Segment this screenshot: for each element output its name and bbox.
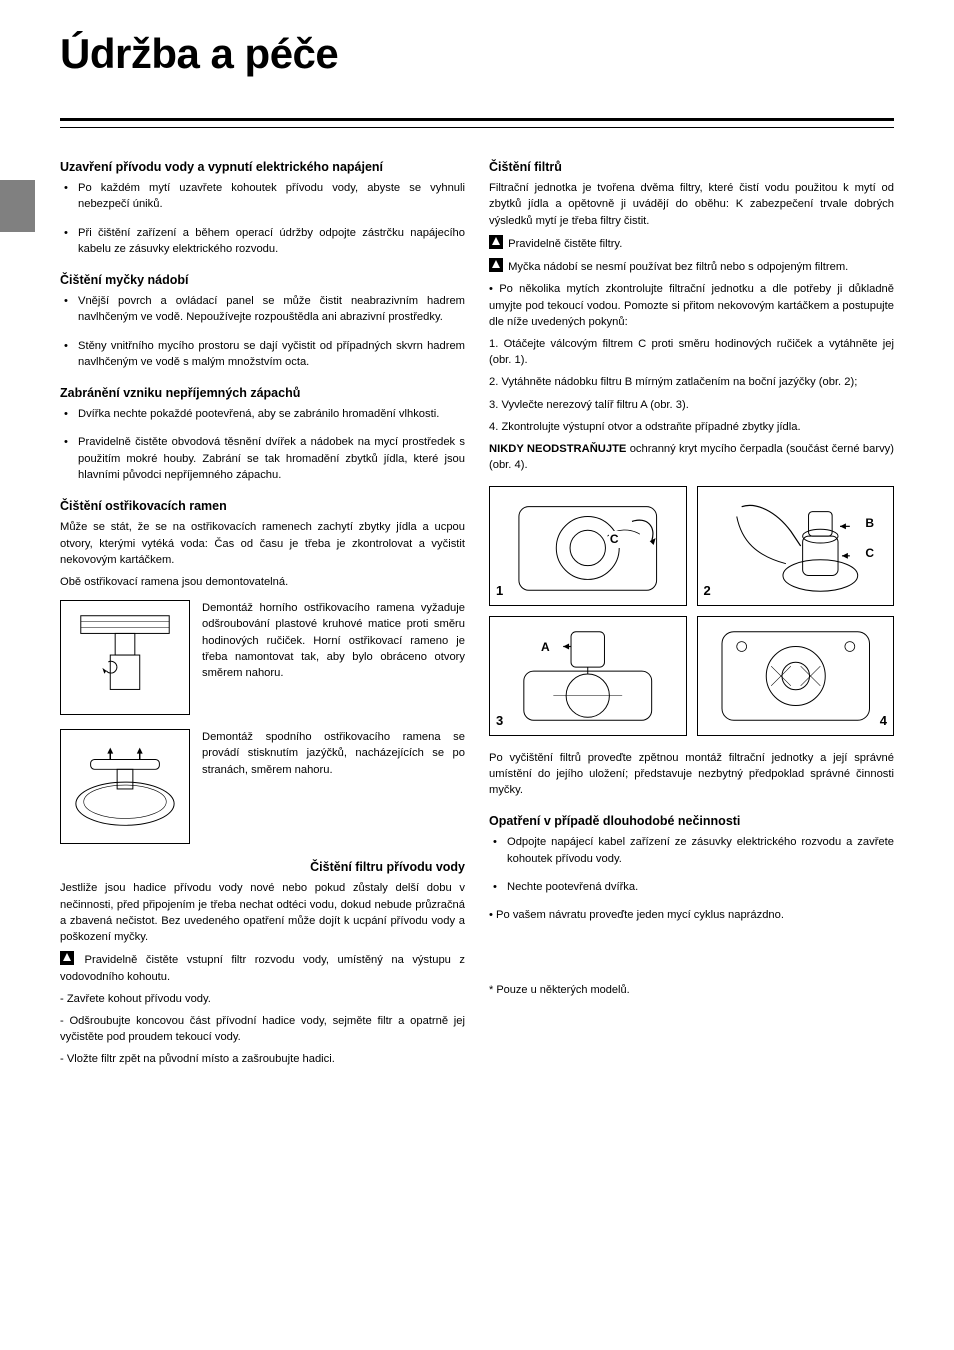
figure-filter-4: 4 <box>697 616 895 736</box>
heading-odours: Zabránění vzniku nepříjemných zápachů <box>60 384 465 402</box>
heading-inactivity: Opatření v případě dlouhodobé nečinnosti <box>489 812 894 830</box>
list-inactivity: Odpojte napájecí kabel zařízení ze zásuv… <box>489 834 894 895</box>
list-item: Dvířka nechte pokaždé pootevřená, aby se… <box>60 406 465 422</box>
warning-icon <box>60 951 74 965</box>
inlet-p1: Jestliže jsou hadice přívodu vody nové n… <box>60 880 465 945</box>
inlet-p3: - Zavřete kohout přívodu vody. <box>60 991 465 1007</box>
list-item: Nechte pootevřená dvířka. <box>489 879 894 895</box>
figure-number: 3 <box>496 712 503 731</box>
filters-step1: 1. Otáčejte válcovým filtrem C proti smě… <box>489 336 894 368</box>
list-clean-dishwasher: Vnější povrch a ovládací panel se může č… <box>60 293 465 370</box>
filters-warn2: Myčka nádobí se nesmí používat bez filtr… <box>489 258 894 275</box>
filters-warn1-text: Pravidelně čistěte filtry. <box>508 238 622 250</box>
figure-label-c: C <box>609 531 620 548</box>
inactivity-last: • Po vašem návratu proveďte jeden mycí c… <box>489 907 894 923</box>
inlet-p2-text: Pravidelně čistěte vstupní filtr rozvodu… <box>60 954 465 982</box>
heading-filters: Čištění filtrů <box>489 158 894 176</box>
figure-filter-3: A 3 <box>489 616 687 736</box>
right-column: Čištění filtrů Filtrační jednotka je tvo… <box>489 158 894 1074</box>
figure-number: 1 <box>496 582 503 601</box>
figure-filter-2: B C 2 <box>697 486 895 606</box>
inlet-p2: Pravidelně čistěte vstupní filtr rozvodu… <box>60 951 465 984</box>
spray-arm-lower-icon <box>61 730 189 843</box>
inlet-p5: - Vložte filtr zpět na původní místo a z… <box>60 1051 465 1067</box>
filters-never: NIKDY NEODSTRAŇUJTE ochranný kryt mycího… <box>489 441 894 473</box>
filters-p2: • Po několika mytích zkontrolujte filtra… <box>489 281 894 330</box>
filter-figures-grid: C 1 B C 2 <box>489 486 894 736</box>
filters-warn1: Pravidelně čistěte filtry. <box>489 235 894 252</box>
warning-icon <box>489 235 503 249</box>
filter-1-icon <box>490 487 686 605</box>
filters-p1: Filtrační jednotka je tvořena dvěma filt… <box>489 180 894 229</box>
figure-label-b: B <box>864 515 875 532</box>
filters-step4: 4. Zkontrolujte výstupní otvor a odstraň… <box>489 419 894 435</box>
list-item: Pravidelně čistěte obvodová těsnění dvíř… <box>60 434 465 483</box>
list-item: Při čištění zařízení a během operací údr… <box>60 225 465 257</box>
spray-arm-upper-icon <box>61 601 189 714</box>
heading-water-power: Uzavření přívodu vody a vypnutí elektric… <box>60 158 465 176</box>
figure-number: 2 <box>704 582 711 601</box>
header-subrule <box>60 127 894 128</box>
figure-filter-1: C 1 <box>489 486 687 606</box>
filters-never-bold: NIKDY NEODSTRAŇUJTE <box>489 443 626 455</box>
list-item: Odpojte napájecí kabel zařízení ze zásuv… <box>489 834 894 866</box>
list-item: Stěny vnitřního mycího prostoru se dají … <box>60 338 465 370</box>
heading-clean-dishwasher: Čištění myčky nádobí <box>60 271 465 289</box>
filters-step3: 3. Vyvlečte nerezový talíř filtru A (obr… <box>489 397 894 413</box>
filters-step2: 2. Vytáhněte nádobku filtru B mírným zat… <box>489 374 894 390</box>
figure-lower-spray-arm <box>60 729 190 844</box>
figure-label-a: A <box>540 639 551 656</box>
filter-4-icon <box>698 617 894 735</box>
list-water-power: Po každém mytí uzavřete kohoutek přívodu… <box>60 180 465 257</box>
content-columns: Uzavření přívodu vody a vypnutí elektric… <box>60 158 894 1074</box>
filters-after: Po vyčištění filtrů proveďte zpětnou mon… <box>489 750 894 799</box>
inlet-p4: - Odšroubujte koncovou část přívodní had… <box>60 1013 465 1045</box>
warning-icon <box>489 258 503 272</box>
figure-label-c: C <box>864 545 875 562</box>
heading-spray-arms: Čištění ostřikovacích ramen <box>60 497 465 515</box>
spray-arms-intro1: Může se stát, že se na ostřikovacích ram… <box>60 519 465 568</box>
list-item: Po každém mytí uzavřete kohoutek přívodu… <box>60 180 465 212</box>
filters-warn2-text: Myčka nádobí se nesmí používat bez filtr… <box>508 261 848 273</box>
heading-inlet-filter: Čištění filtru přívodu vody <box>60 858 465 876</box>
left-column: Uzavření přívodu vody a vypnutí elektric… <box>60 158 465 1074</box>
filter-3-icon <box>490 617 686 735</box>
header-rule <box>60 118 894 121</box>
figure-number: 4 <box>880 712 887 731</box>
page-title: Údržba a péče <box>60 30 894 78</box>
footnote: * Pouze u některých modelů. <box>489 983 894 999</box>
language-tab <box>0 180 35 232</box>
figure-upper-spray-arm <box>60 600 190 715</box>
spray-arms-intro2: Obě ostřikovací ramena jsou demontovatel… <box>60 574 465 590</box>
list-odours: Dvířka nechte pokaždé pootevřená, aby se… <box>60 406 465 483</box>
list-item: Vnější povrch a ovládací panel se může č… <box>60 293 465 325</box>
